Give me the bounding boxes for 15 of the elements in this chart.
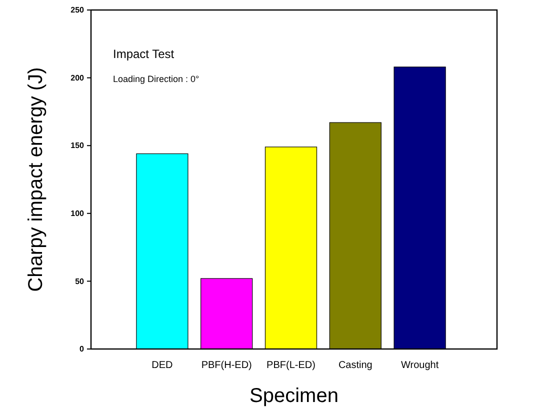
y-tick-label: 0: [80, 344, 85, 354]
x-tick-label: DED: [152, 360, 173, 372]
annotation: Loading Direction : 0°: [113, 74, 200, 84]
x-tick-label: PBF(H-ED): [201, 360, 252, 372]
x-tick-label: Casting: [338, 360, 372, 372]
y-tick-label: 250: [70, 6, 85, 15]
annotation: Impact Test: [113, 47, 175, 61]
x-tick-label: PBF(L-ED): [266, 360, 316, 372]
y-tick-label: 200: [70, 73, 85, 82]
y-tick-label: 100: [70, 208, 85, 218]
x-axis-title: Specimen: [250, 385, 338, 407]
x-tick-label: Wrought: [400, 360, 439, 372]
y-axis-title: Charpy impact energy (J): [25, 67, 47, 292]
y-tick-label: 150: [70, 141, 85, 150]
y-tick-label: 50: [75, 276, 85, 286]
